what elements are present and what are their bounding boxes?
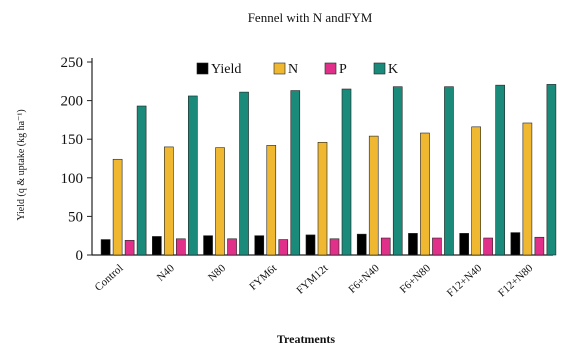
legend-label-k: K — [388, 62, 398, 77]
bar-n-4 — [317, 141, 328, 256]
legend-swatch-yield — [196, 62, 209, 75]
bar-yield-5 — [356, 233, 367, 256]
bar-yield-4 — [305, 234, 316, 256]
bar-k-1 — [188, 95, 198, 256]
legend-swatch-n — [273, 62, 286, 75]
x-tick-label: FYM6t — [247, 262, 279, 293]
bar-yield-7 — [459, 233, 469, 256]
bar-n-2 — [215, 147, 225, 256]
bar-n-8 — [522, 122, 533, 256]
bar-p-4 — [329, 238, 340, 256]
x-tick-label: F6+N40 — [346, 262, 382, 296]
y-tick-label: 150 — [61, 132, 84, 148]
y-tick-label: 100 — [61, 171, 84, 187]
x-tick-label: N40 — [155, 262, 177, 284]
bar-n-3 — [266, 145, 277, 256]
bar-k-5 — [392, 86, 403, 256]
x-tick-label: F6+N80 — [398, 262, 434, 296]
x-tick-label: F12+N80 — [496, 262, 536, 300]
bar-yield-6 — [408, 233, 418, 256]
y-tick-label: 250 — [61, 55, 84, 71]
bar-n-1 — [164, 146, 174, 256]
x-tick-label: FYM12t — [294, 262, 330, 296]
bar-k-4 — [341, 88, 352, 256]
bar-yield-2 — [203, 235, 213, 256]
bar-k-0 — [136, 105, 147, 256]
bar-p-0 — [124, 240, 135, 256]
x-tick-label: N80 — [206, 262, 228, 284]
x-tick-label: Control — [93, 262, 126, 293]
bar-yield-3 — [254, 235, 265, 256]
bar-yield-0 — [100, 239, 111, 256]
bar-p-2 — [227, 238, 237, 256]
legend-label-n: N — [288, 62, 298, 77]
bar-n-7 — [471, 126, 481, 256]
bar-n-5 — [368, 135, 379, 256]
bar-p-8 — [534, 236, 545, 256]
legend-label-p: P — [339, 62, 347, 77]
legend: Yield N P K — [196, 62, 398, 77]
bar-yield-8 — [510, 232, 521, 256]
bar-p-5 — [380, 237, 391, 256]
x-tick-label: F12+N40 — [445, 262, 485, 300]
y-tick-label: 0 — [76, 248, 84, 264]
y-tick-label: 200 — [61, 94, 84, 110]
bar-k-3 — [290, 90, 301, 256]
bar-k-7 — [495, 84, 505, 256]
bar-p-7 — [483, 237, 493, 256]
bar-p-1 — [176, 238, 186, 256]
legend-label-yield: Yield — [211, 62, 241, 77]
bar-yield-1 — [152, 236, 162, 256]
chart-title: Fennel with N andFYM — [248, 10, 373, 25]
y-axis-label: Yield (q & uptake (kg ha⁻¹) — [16, 109, 27, 220]
y-tick-label: 50 — [68, 209, 83, 225]
bar-p-6 — [432, 237, 442, 256]
bar-k-2 — [239, 91, 249, 256]
bar-k-8 — [546, 84, 557, 256]
bar-p-3 — [278, 239, 289, 256]
bar-n-0 — [112, 158, 123, 256]
legend-swatch-k — [373, 62, 386, 75]
x-axis-label: Treatments — [277, 332, 336, 346]
bar-k-6 — [444, 86, 454, 256]
bar-n-6 — [420, 132, 430, 256]
plot-area: 0 50 100 150 200 250 Control N40 N80 FYM6t FYM12t F… — [61, 55, 557, 300]
legend-swatch-p — [324, 62, 337, 75]
